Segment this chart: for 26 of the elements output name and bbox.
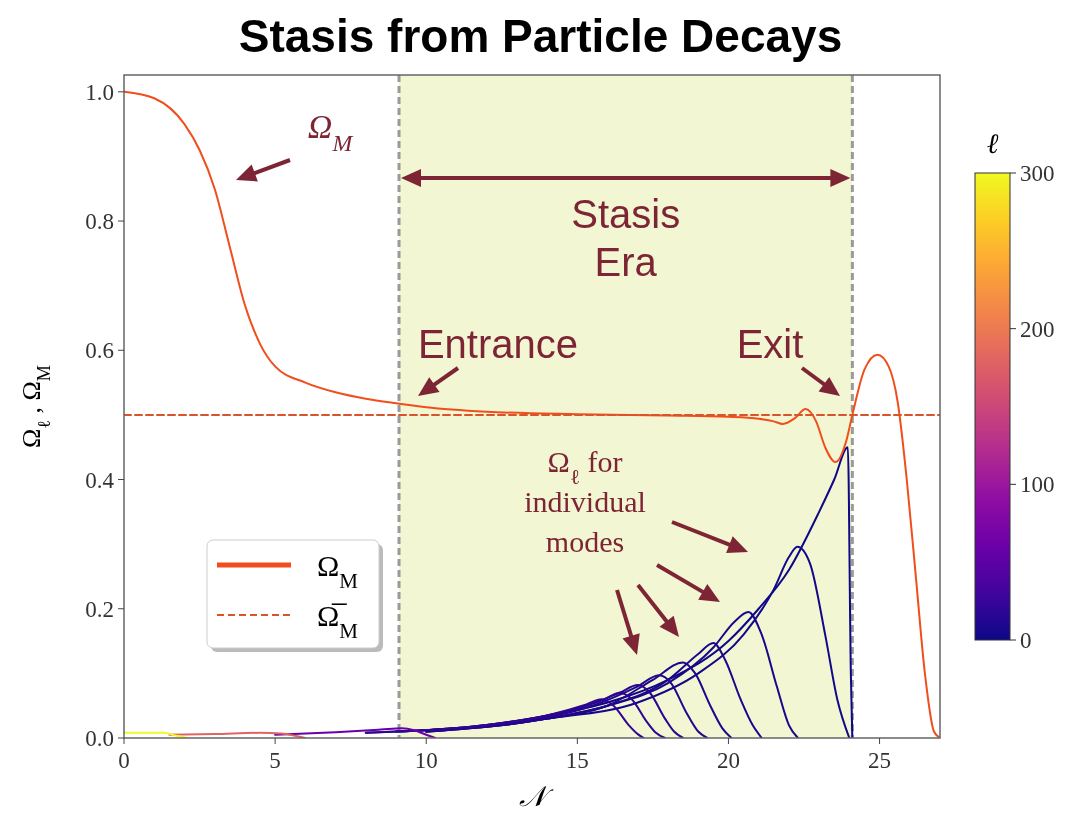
y-tick-label: 0.2 [85, 596, 114, 622]
x-tick-label: 20 [716, 748, 740, 773]
color-bar-label: 0 [1020, 628, 1032, 653]
y-tick-label: 1.0 [85, 79, 114, 105]
x-tick-label: 0 [118, 748, 130, 773]
annotation: Entrance [417, 322, 579, 366]
x-tick-label: 10 [414, 748, 438, 773]
x-tick-label: 25 [868, 748, 892, 773]
y-tick-label: 0.0 [85, 726, 114, 751]
x-tick-label: 15 [565, 748, 589, 773]
color-bar-label: 300 [1020, 161, 1055, 186]
band-label: Stasis Era [571, 192, 681, 284]
annotation: Exit [736, 322, 804, 366]
color-bar-label: 100 [1020, 472, 1055, 498]
x-axis-title: 𝒩 [518, 781, 554, 812]
y-tick-label: 0.4 [85, 467, 115, 493]
color-bar-title: ℓ [986, 128, 999, 159]
chart-title: Stasis from Particle Decays [238, 10, 843, 62]
legend-label: Ω̅$_{M}$ [317, 599, 359, 643]
x-tick-label: 5 [269, 748, 281, 773]
y-tick-label: 0.8 [85, 209, 114, 235]
y-tick-label: 0.6 [85, 338, 114, 364]
legend-label: Ω$_{M}$ [317, 549, 359, 593]
color-bar-label: 200 [1020, 316, 1055, 342]
annotation: Ω$_{ℓ}$ for individual modes [524, 445, 646, 558]
annotation: Ω$_{M}$ [307, 108, 354, 156]
